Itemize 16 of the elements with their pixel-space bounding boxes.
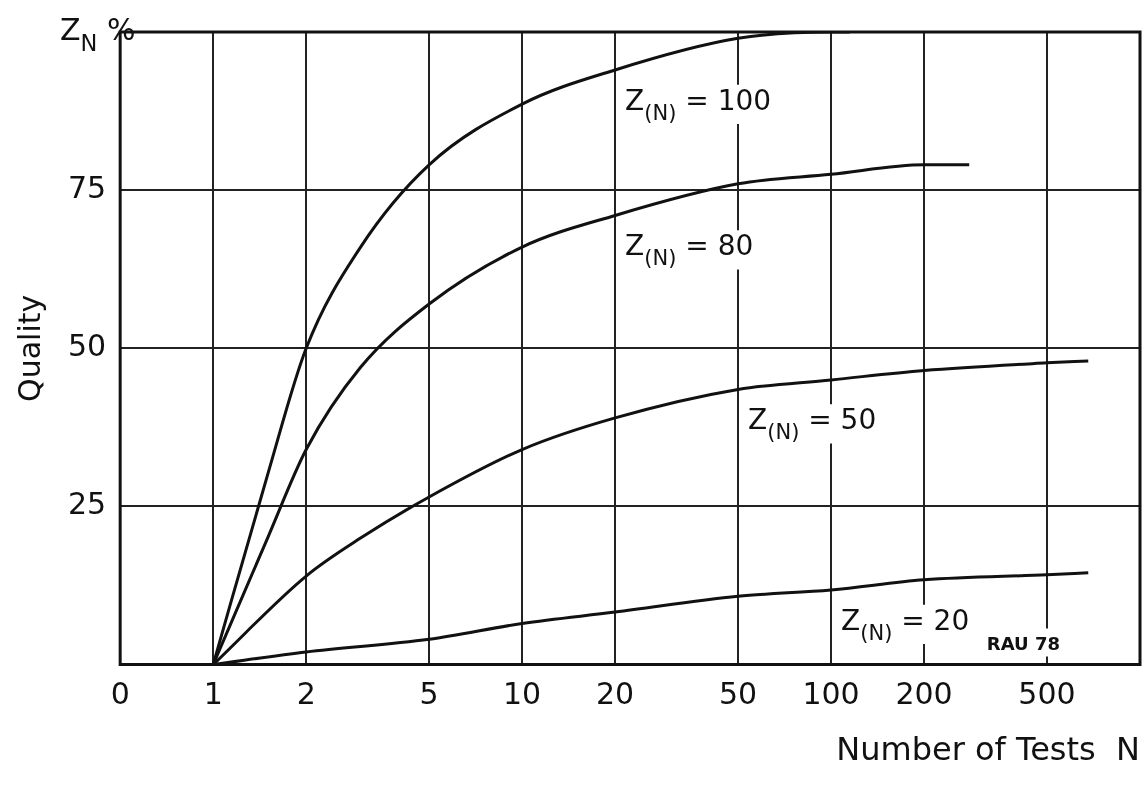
x-tick-label: 2	[296, 676, 316, 712]
x-tick-label: 10	[503, 676, 542, 712]
x-axis-title: Number of Tests N	[836, 730, 1140, 769]
annotation: RAU 78	[986, 632, 1060, 654]
x-tick-label: 100	[802, 676, 860, 712]
x-tick-label: 1	[203, 676, 223, 712]
y-tick-label: 75	[67, 169, 107, 205]
y-tick-label: 25	[67, 486, 107, 522]
y-axis-title: Quality	[11, 294, 47, 402]
x-tick-label: 20	[596, 676, 635, 712]
x-tick-label: 500	[1018, 676, 1076, 712]
y-tick-label: 50	[67, 328, 107, 364]
x-tick-label: 200	[895, 676, 953, 712]
x-tick-label: 5	[419, 676, 439, 712]
x-tick-label: 0	[110, 676, 130, 712]
x-tick-label: 50	[718, 676, 758, 712]
